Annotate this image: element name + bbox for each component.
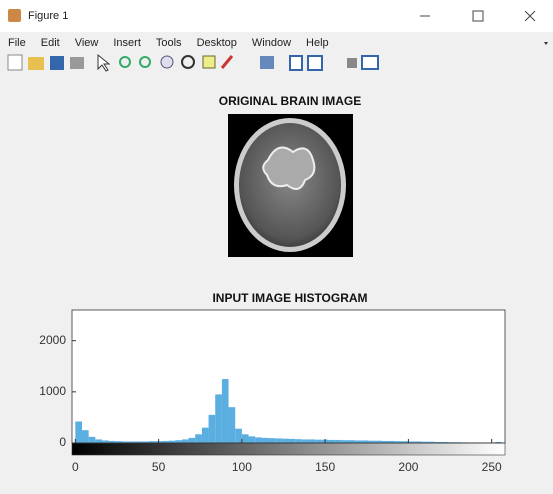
tool-datacursor[interactable] xyxy=(203,56,215,68)
histogram-bar xyxy=(229,407,236,443)
histogram-bar xyxy=(75,422,82,443)
histogram-bar xyxy=(295,439,302,443)
menu-bar: File Edit View Insert Tools Desktop Window Help xyxy=(8,37,329,49)
x-tick-label: 0 xyxy=(72,460,79,474)
title-bar xyxy=(0,0,553,32)
y-tick-label: 1000 xyxy=(39,384,66,398)
tool-show[interactable] xyxy=(362,56,378,69)
histogram-bar xyxy=(262,438,269,443)
x-tick-label: 50 xyxy=(152,460,166,474)
histogram-bar xyxy=(315,440,322,443)
tool-pan[interactable] xyxy=(161,56,173,68)
histogram-bar xyxy=(249,436,256,443)
tool-new[interactable] xyxy=(8,55,22,70)
menu-item[interactable]: Tools xyxy=(156,37,182,49)
histogram-bar xyxy=(335,440,342,443)
tool-link[interactable] xyxy=(260,56,274,69)
image-title: ORIGINAL BRAIN IMAGE xyxy=(219,94,361,108)
histogram-bar xyxy=(302,439,309,443)
gray-colorbar xyxy=(72,443,505,455)
y-tick-label: 2000 xyxy=(39,333,66,347)
histogram-bar xyxy=(308,439,315,443)
histogram-bar xyxy=(255,437,262,443)
tool-hide[interactable] xyxy=(347,58,357,68)
app-icon xyxy=(8,9,21,22)
figure-window: Figure 1 File Edit View Insert Tools Desktop W… xyxy=(0,0,553,494)
brain-image xyxy=(228,114,353,257)
tool-open[interactable] xyxy=(28,57,44,70)
menu-item[interactable]: View xyxy=(75,37,99,49)
histogram-bar xyxy=(342,440,349,443)
histogram-bar xyxy=(175,440,182,443)
histogram-bar xyxy=(348,440,355,443)
x-tick-label: 150 xyxy=(315,460,335,474)
histogram-bar xyxy=(82,430,89,443)
y-tick-label: 0 xyxy=(59,435,66,449)
histogram-bar xyxy=(89,437,96,443)
window-title: Figure 1 xyxy=(28,10,68,22)
histogram-bar xyxy=(275,438,282,443)
histogram-bar xyxy=(269,438,276,443)
histogram-bar xyxy=(95,439,102,443)
histogram-bar xyxy=(328,440,335,443)
menu-item[interactable]: Help xyxy=(306,37,329,49)
histogram-bar xyxy=(195,434,202,443)
x-tick-label: 250 xyxy=(482,460,502,474)
tool-print[interactable] xyxy=(70,57,84,69)
histogram-bar xyxy=(215,394,222,443)
histogram-bar xyxy=(182,439,189,443)
menu-item[interactable]: Edit xyxy=(41,37,60,49)
menu-item[interactable]: File xyxy=(8,37,26,49)
tool-legend[interactable] xyxy=(308,56,322,70)
histogram-bar xyxy=(235,429,242,443)
histogram-bar xyxy=(242,434,249,443)
menu-item[interactable]: Insert xyxy=(113,37,141,49)
tool-save[interactable] xyxy=(50,56,64,70)
menu-item[interactable]: Window xyxy=(252,37,291,49)
plot-area xyxy=(72,310,505,443)
x-tick-label: 100 xyxy=(232,460,252,474)
tool-colorbar[interactable] xyxy=(290,56,302,70)
histogram-bar xyxy=(289,439,296,443)
histogram-bar xyxy=(189,438,196,443)
histogram-bar xyxy=(209,415,216,443)
x-tick-label: 200 xyxy=(398,460,418,474)
histogram-bar xyxy=(202,428,209,443)
histogram-bar xyxy=(282,439,289,443)
menu-item[interactable]: Desktop xyxy=(197,37,237,49)
chart-title: INPUT IMAGE HISTOGRAM xyxy=(212,291,367,305)
histogram-bar xyxy=(222,379,229,443)
